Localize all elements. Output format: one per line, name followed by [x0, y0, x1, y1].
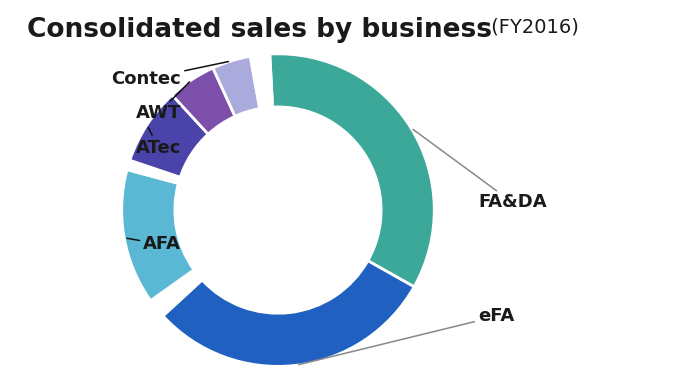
- Text: (FY2016): (FY2016): [485, 17, 578, 36]
- Wedge shape: [270, 54, 434, 287]
- Text: Consolidated sales by business: Consolidated sales by business: [27, 17, 492, 43]
- Wedge shape: [213, 56, 260, 117]
- Text: AWT: AWT: [136, 82, 190, 122]
- Text: Contec: Contec: [111, 62, 228, 88]
- Text: eFA: eFA: [298, 308, 514, 365]
- Wedge shape: [122, 170, 194, 301]
- Text: ATec: ATec: [136, 128, 181, 157]
- Text: FA&DA: FA&DA: [413, 129, 546, 211]
- Wedge shape: [127, 160, 180, 183]
- Wedge shape: [163, 261, 414, 366]
- Text: AFA: AFA: [127, 235, 181, 254]
- Wedge shape: [250, 54, 273, 108]
- Wedge shape: [130, 95, 208, 177]
- Wedge shape: [172, 68, 235, 134]
- Wedge shape: [151, 270, 202, 316]
